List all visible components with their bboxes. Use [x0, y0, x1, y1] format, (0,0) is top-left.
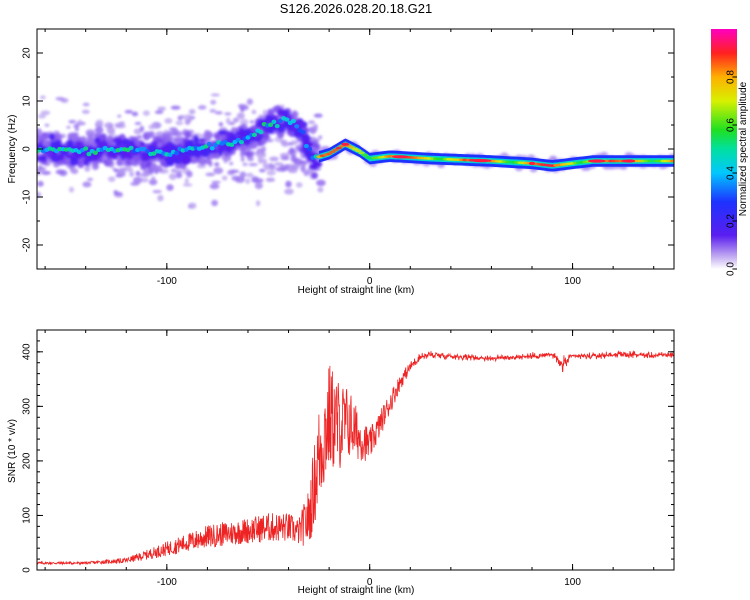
- snr-y-tick-label: 0: [22, 567, 33, 573]
- colorbar-tick-label: 0.2: [726, 214, 737, 228]
- spectrogram-y-tick-label: -10: [22, 189, 33, 204]
- spectrogram-x-tick-label: 100: [564, 276, 581, 287]
- spectrogram-y-tick-label: -20: [22, 237, 33, 252]
- snr-y-tick-label: 200: [22, 452, 33, 469]
- snr-y-tick-label: 300: [22, 398, 33, 415]
- spectrogram-y-tick-label: 10: [22, 95, 33, 107]
- snr-y-axis-label: SNR (10 * v/v): [7, 419, 18, 483]
- spectrogram-y-tick-label: 20: [22, 47, 33, 59]
- colorbar-label: Normalized spectral amplitude: [738, 81, 749, 216]
- snr-frame: [36, 329, 675, 571]
- spectrogram-x-axis-label: Height of straight line (km): [298, 285, 415, 296]
- snr-y-tick-label: 400: [22, 343, 33, 360]
- snr-x-tick-label: -100: [157, 577, 177, 588]
- snr-x-tick-label: 100: [564, 577, 581, 588]
- chart-title: S126.2026.028.20.18.G21: [280, 1, 433, 16]
- spectrogram-y-axis-label: Frequency (Hz): [7, 115, 18, 184]
- snr-series-line: [37, 350, 674, 566]
- colorbar-tick-label: 0.8: [726, 70, 737, 84]
- colorbar-tick-label: 0.0: [726, 262, 737, 276]
- colorbar: [711, 29, 737, 269]
- spectrogram-image: [37, 93, 674, 209]
- colorbar-tick-label: 0.4: [726, 166, 737, 180]
- spectrogram-x-tick-label: 0: [367, 276, 373, 287]
- snr-plot-area: [37, 350, 674, 566]
- snr-x-axis-label: Height of straight line (km): [298, 585, 415, 596]
- snr-y-tick-label: 100: [22, 507, 33, 524]
- snr-x-tick-label: 0: [367, 577, 373, 588]
- spectrogram-y-tick-label: 0: [22, 146, 33, 152]
- colorbar-tick-label: 0.6: [726, 118, 737, 132]
- spectrogram-x-tick-label: -100: [157, 276, 177, 287]
